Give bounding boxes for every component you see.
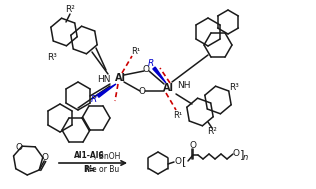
Text: ]: ] bbox=[240, 149, 244, 159]
Text: Al: Al bbox=[162, 83, 173, 93]
Text: O: O bbox=[190, 142, 197, 150]
Text: , BnOH: , BnOH bbox=[94, 152, 120, 160]
Text: R³: R³ bbox=[47, 53, 57, 63]
Text: R²: R² bbox=[65, 5, 75, 15]
Text: [: [ bbox=[182, 156, 186, 166]
Text: R: R bbox=[148, 59, 154, 67]
Polygon shape bbox=[153, 67, 166, 83]
Text: O: O bbox=[143, 66, 149, 74]
Text: R¹: R¹ bbox=[173, 112, 183, 121]
Text: O: O bbox=[138, 88, 145, 97]
Text: R: R bbox=[91, 95, 97, 105]
Text: Al1-Al6: Al1-Al6 bbox=[74, 152, 104, 160]
Text: Al: Al bbox=[114, 73, 125, 83]
Text: R=: R= bbox=[83, 164, 95, 174]
Text: O: O bbox=[42, 153, 49, 162]
Text: n: n bbox=[242, 153, 248, 163]
Text: HN: HN bbox=[97, 75, 111, 84]
Text: O: O bbox=[233, 149, 240, 159]
Polygon shape bbox=[97, 84, 116, 97]
Text: O: O bbox=[16, 143, 23, 152]
Text: NH: NH bbox=[177, 81, 191, 90]
Text: O: O bbox=[174, 156, 181, 166]
Text: R²: R² bbox=[207, 128, 217, 136]
Text: R¹: R¹ bbox=[131, 47, 141, 57]
Text: R³: R³ bbox=[229, 84, 239, 92]
Text: Me or Bu: Me or Bu bbox=[83, 164, 119, 174]
